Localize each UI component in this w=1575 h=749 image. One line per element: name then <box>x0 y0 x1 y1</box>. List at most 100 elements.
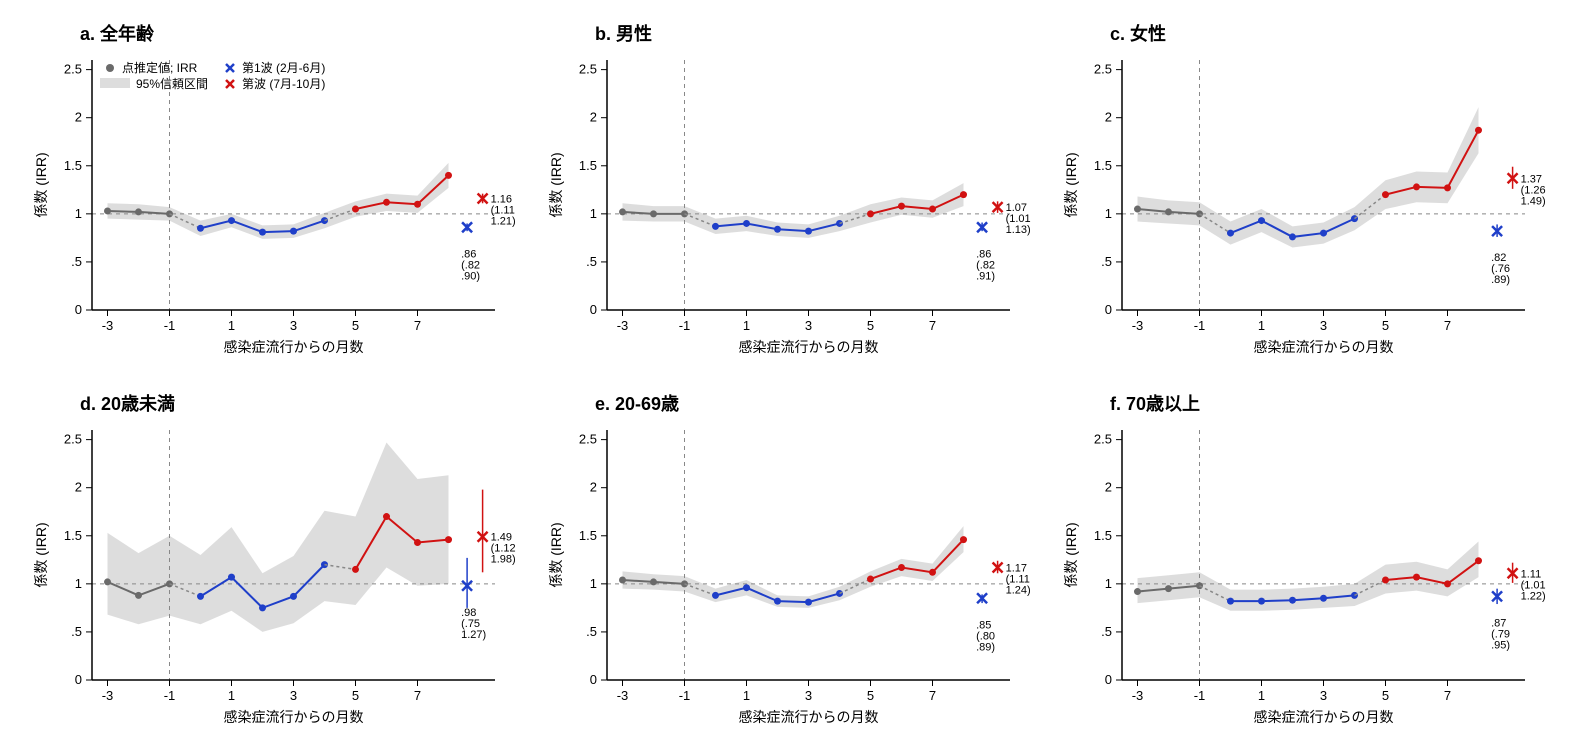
svg-text:-1: -1 <box>679 688 691 703</box>
svg-text:5: 5 <box>352 318 359 333</box>
svg-text:3: 3 <box>1320 318 1327 333</box>
svg-text:-3: -3 <box>1132 318 1144 333</box>
svg-text:1.98): 1.98) <box>491 554 516 566</box>
svg-text:1: 1 <box>743 688 750 703</box>
legend-ci: 95%信頼区間 <box>136 77 208 91</box>
svg-text:3: 3 <box>805 318 812 333</box>
svg-text:.5: .5 <box>71 254 82 269</box>
svg-text:7: 7 <box>414 318 421 333</box>
ci-band <box>623 526 964 608</box>
svg-text:0: 0 <box>75 672 82 687</box>
y-axis-label: 係数 (IRR) <box>33 522 49 587</box>
svg-text:1.27): 1.27) <box>461 629 486 641</box>
svg-text:.5: .5 <box>586 254 597 269</box>
svg-text:7: 7 <box>1444 688 1451 703</box>
svg-text:-3: -3 <box>1132 688 1144 703</box>
svg-text:1: 1 <box>75 576 82 591</box>
svg-text:1.21): 1.21) <box>491 215 516 227</box>
x-axis-label: 感染症流行からの月数 <box>1254 339 1394 355</box>
svg-text:7: 7 <box>1444 318 1451 333</box>
ci-band <box>1138 107 1479 247</box>
svg-text:.5: .5 <box>1101 624 1112 639</box>
svg-text:3: 3 <box>805 688 812 703</box>
svg-text:2: 2 <box>590 110 597 125</box>
ci-band <box>108 443 449 632</box>
panel-d: d. 20歳未満-3-113570.511.522.5感染症流行からの月数係数 … <box>20 390 525 730</box>
svg-text:0: 0 <box>590 302 597 317</box>
x-axis-label: 感染症流行からの月数 <box>224 709 364 725</box>
svg-text:1.5: 1.5 <box>1094 528 1112 543</box>
svg-text:-3: -3 <box>617 688 629 703</box>
svg-text:-1: -1 <box>1194 318 1206 333</box>
svg-text:0: 0 <box>1105 672 1112 687</box>
svg-text:-1: -1 <box>1194 688 1206 703</box>
svg-text:5: 5 <box>352 688 359 703</box>
svg-text:1.24): 1.24) <box>1006 585 1031 597</box>
y-axis-label: 係数 (IRR) <box>548 522 564 587</box>
svg-text:2: 2 <box>1105 480 1112 495</box>
x-axis-label: 感染症流行からの月数 <box>1254 709 1394 725</box>
svg-text:1.13): 1.13) <box>1006 224 1031 236</box>
svg-text:2.5: 2.5 <box>64 62 82 77</box>
y-axis-label: 係数 (IRR) <box>1063 152 1079 217</box>
svg-text:2: 2 <box>590 480 597 495</box>
legend-wave1: 第1波 (2月-6月) <box>242 61 325 75</box>
svg-text:1.5: 1.5 <box>64 158 82 173</box>
svg-text:1.5: 1.5 <box>64 528 82 543</box>
panel-title: f. 70歳以上 <box>1110 390 1200 416</box>
panel-b: b. 男性-3-113570.511.522.5感染症流行からの月数係数 (IR… <box>535 20 1040 360</box>
y-axis-label: 係数 (IRR) <box>1063 522 1079 587</box>
legend-point-estimate: 点推定値; IRR <box>122 60 198 75</box>
svg-text:1.49): 1.49) <box>1521 195 1546 207</box>
panel-title: e. 20-69歳 <box>595 390 679 416</box>
svg-text:1: 1 <box>590 576 597 591</box>
svg-text:.89): .89) <box>1491 274 1510 286</box>
svg-text:1: 1 <box>1105 576 1112 591</box>
svg-text:5: 5 <box>1382 318 1389 333</box>
svg-text:1: 1 <box>590 206 597 221</box>
svg-text:-3: -3 <box>617 318 629 333</box>
svg-text:-3: -3 <box>102 688 114 703</box>
svg-text:1.22): 1.22) <box>1521 590 1546 602</box>
svg-text:2: 2 <box>1105 110 1112 125</box>
svg-text:7: 7 <box>414 688 421 703</box>
panel-e: e. 20-69歳-3-113570.511.522.5感染症流行からの月数係数… <box>535 390 1040 730</box>
svg-text:5: 5 <box>867 318 874 333</box>
svg-text:1.5: 1.5 <box>1094 158 1112 173</box>
panel-title: b. 男性 <box>595 20 652 46</box>
panel-title: a. 全年齢 <box>80 20 154 46</box>
svg-text:0: 0 <box>1105 302 1112 317</box>
svg-text:1.5: 1.5 <box>579 528 597 543</box>
ci-band <box>1138 542 1479 611</box>
svg-text:3: 3 <box>290 688 297 703</box>
svg-text:7: 7 <box>929 688 936 703</box>
panel-f: f. 70歳以上-3-113570.511.522.5感染症流行からの月数係数 … <box>1050 390 1555 730</box>
svg-text:.90): .90) <box>461 270 480 282</box>
svg-text:1: 1 <box>1258 688 1265 703</box>
svg-text:2.5: 2.5 <box>64 432 82 447</box>
svg-text:1: 1 <box>228 318 235 333</box>
svg-text:1: 1 <box>743 318 750 333</box>
svg-text:5: 5 <box>1382 688 1389 703</box>
panel-c: c. 女性-3-113570.511.522.5感染症流行からの月数係数 (IR… <box>1050 20 1555 360</box>
y-axis-label: 係数 (IRR) <box>548 152 564 217</box>
svg-text:.5: .5 <box>1101 254 1112 269</box>
svg-text:2.5: 2.5 <box>1094 62 1112 77</box>
svg-text:2: 2 <box>75 480 82 495</box>
y-axis-label: 係数 (IRR) <box>33 152 49 217</box>
svg-text:1: 1 <box>1105 206 1112 221</box>
x-axis-label: 感染症流行からの月数 <box>739 709 879 725</box>
svg-text:.5: .5 <box>71 624 82 639</box>
svg-text:.91): .91) <box>976 270 995 282</box>
x-axis-label: 感染症流行からの月数 <box>224 339 364 355</box>
svg-text:1: 1 <box>228 688 235 703</box>
svg-text:.95): .95) <box>1491 639 1510 651</box>
svg-text:-1: -1 <box>679 318 691 333</box>
svg-text:2.5: 2.5 <box>579 432 597 447</box>
svg-text:2.5: 2.5 <box>1094 432 1112 447</box>
svg-text:-1: -1 <box>164 318 176 333</box>
svg-text:0: 0 <box>75 302 82 317</box>
ci-band <box>108 163 449 239</box>
svg-text:2: 2 <box>75 110 82 125</box>
svg-text:1.5: 1.5 <box>579 158 597 173</box>
